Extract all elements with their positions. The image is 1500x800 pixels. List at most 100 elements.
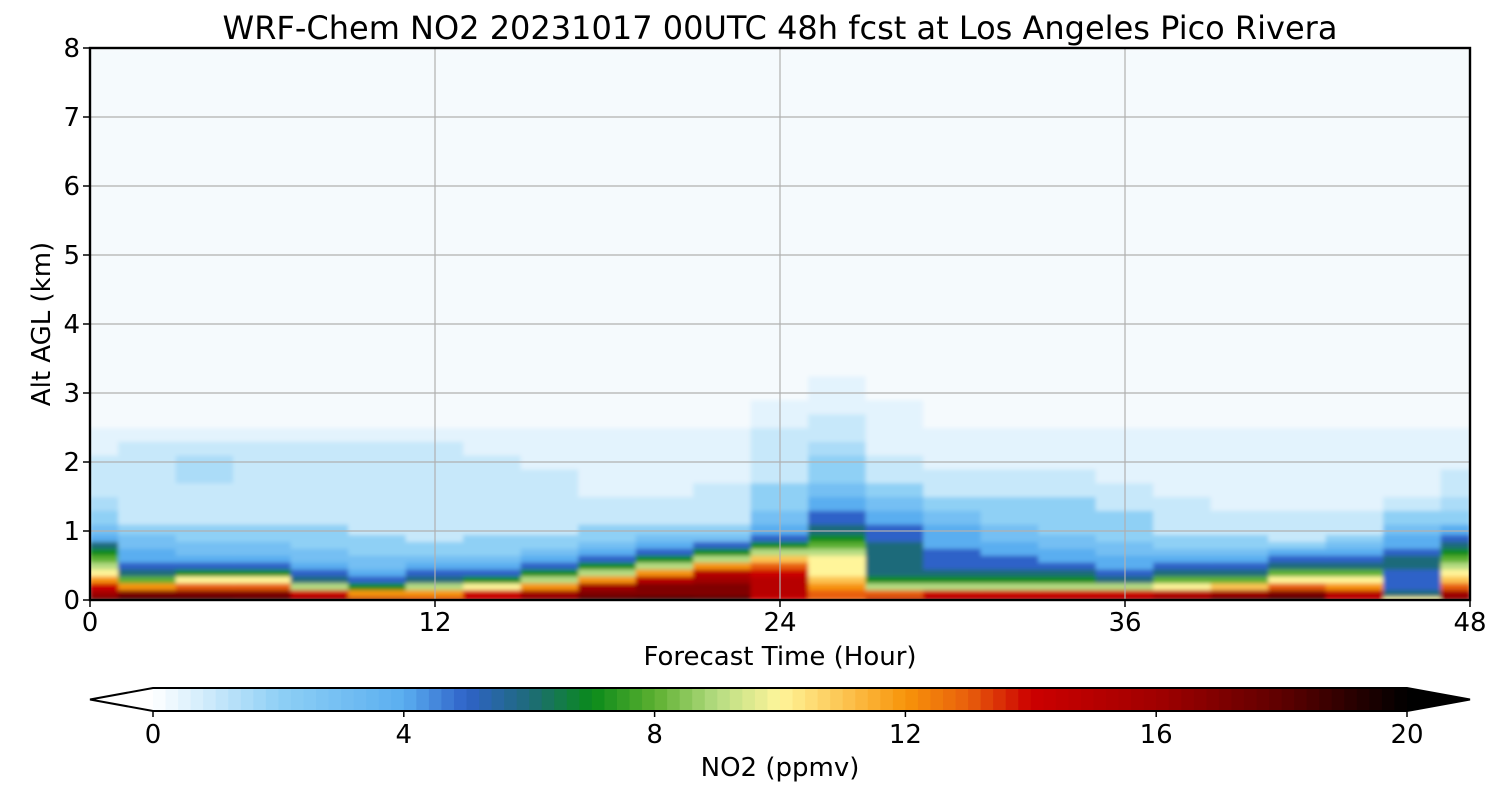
heatmap-cell — [1038, 561, 1097, 570]
heatmap-cell — [348, 468, 407, 484]
heatmap-cell — [865, 582, 925, 591]
heatmap-cell — [923, 547, 982, 556]
heatmap-cell — [1268, 440, 1327, 456]
heatmap-cell — [233, 399, 292, 415]
heatmap-cell — [578, 575, 637, 584]
colorbar-segment — [1193, 688, 1207, 711]
colorbar-segment — [403, 688, 417, 711]
heatmap-cell — [175, 533, 235, 542]
heatmap-cell — [520, 568, 580, 577]
heatmap-cell — [865, 48, 925, 84]
heatmap-cell — [1210, 440, 1270, 456]
heatmap-cell — [348, 413, 407, 429]
heatmap-cell — [980, 340, 1040, 377]
heatmap-cell — [578, 482, 637, 498]
heatmap-cell — [578, 413, 637, 429]
y-tick-label: 0 — [63, 586, 80, 616]
heatmap-cell — [90, 426, 120, 442]
heatmap-cell — [923, 540, 982, 549]
heatmap-cell — [808, 540, 867, 549]
heatmap-cell — [1440, 340, 1470, 377]
heatmap-cell — [348, 482, 407, 498]
colorbar-segment — [566, 688, 580, 711]
heatmap-cell — [1038, 523, 1097, 536]
heatmap-cell — [808, 48, 867, 84]
heatmap-cell — [1440, 595, 1470, 600]
heatmap-cell — [1325, 540, 1385, 549]
heatmap-cell — [520, 288, 580, 342]
heatmap-cell — [520, 575, 580, 584]
heatmap-cell — [118, 554, 177, 563]
heatmap-cell — [578, 540, 637, 549]
colorbar-segment — [228, 688, 242, 711]
heatmap-cell — [980, 523, 1040, 536]
heatmap-cell — [1440, 582, 1470, 591]
heatmap-cell — [1038, 589, 1097, 598]
heatmap-cell — [1268, 399, 1327, 415]
colorbar-segment — [1218, 688, 1233, 711]
heatmap-cell — [520, 413, 580, 429]
heatmap-cell — [923, 575, 982, 584]
heatmap-cell — [175, 595, 235, 600]
heatmap-cell — [175, 468, 235, 484]
heatmap-cell — [1440, 568, 1470, 577]
heatmap-cell — [290, 547, 350, 556]
colorbar-segment — [391, 688, 405, 711]
heatmap-cell — [865, 340, 925, 377]
heatmap-cell — [175, 568, 235, 577]
heatmap-cell — [635, 540, 695, 549]
heatmap-cell — [290, 340, 350, 377]
heatmap-cell — [90, 468, 120, 484]
heatmap-cell — [865, 495, 925, 511]
heatmap-cell — [1440, 48, 1470, 84]
colorbar-segment — [616, 688, 631, 711]
heatmap-cell — [175, 426, 235, 442]
heatmap-cell — [290, 48, 350, 84]
heatmap-cell — [578, 547, 637, 556]
heatmap-cell — [463, 533, 522, 542]
heatmap-cell — [118, 509, 177, 525]
colorbar-segment — [980, 688, 994, 711]
heatmap-cell — [348, 568, 407, 577]
heatmap-cell — [1038, 288, 1097, 342]
colorbar-segment — [265, 688, 279, 711]
heatmap-cell — [290, 399, 350, 415]
heatmap-cell — [1383, 589, 1442, 598]
heatmap-cell — [923, 340, 982, 377]
heatmap-cell — [90, 399, 120, 415]
heatmap-cell — [808, 523, 867, 536]
heatmap-cell — [1268, 582, 1327, 591]
heatmap-cell — [90, 589, 120, 598]
heatmap-cell — [980, 561, 1040, 570]
colorbar-segment — [1030, 688, 1044, 711]
heatmap-cell — [1153, 509, 1212, 525]
heatmap-cell — [1383, 568, 1442, 577]
colorbar-segment — [1306, 688, 1320, 711]
heatmap-cell — [290, 468, 350, 484]
heatmap-cell — [1210, 575, 1270, 584]
heatmap-cell — [118, 575, 177, 584]
x-tick-label: 48 — [1453, 608, 1486, 638]
heatmap-cell — [980, 575, 1040, 584]
colorbar-segment — [441, 688, 455, 711]
colorbar-segment — [780, 688, 794, 711]
heatmap-cell — [1210, 495, 1270, 511]
heatmap-cell — [980, 440, 1040, 456]
x-tick-label: 36 — [1108, 608, 1141, 638]
heatmap-cell — [90, 495, 120, 511]
heatmap-cell — [980, 288, 1040, 342]
heatmap-cell — [90, 554, 120, 563]
heatmap-cell — [1325, 582, 1385, 591]
heatmap-cell — [1325, 523, 1385, 536]
heatmap-cell — [175, 288, 235, 342]
heatmap-cell — [808, 589, 867, 598]
heatmap-cell — [865, 540, 925, 549]
heatmap-cell — [175, 495, 235, 511]
heatmap-cell — [463, 540, 522, 549]
heatmap-cell — [1383, 540, 1442, 549]
heatmap-cell — [233, 413, 292, 429]
heatmap-cell — [635, 495, 695, 511]
heatmap-cell — [175, 509, 235, 525]
heatmap-cell — [865, 426, 925, 442]
heatmap-cell — [1210, 547, 1270, 556]
